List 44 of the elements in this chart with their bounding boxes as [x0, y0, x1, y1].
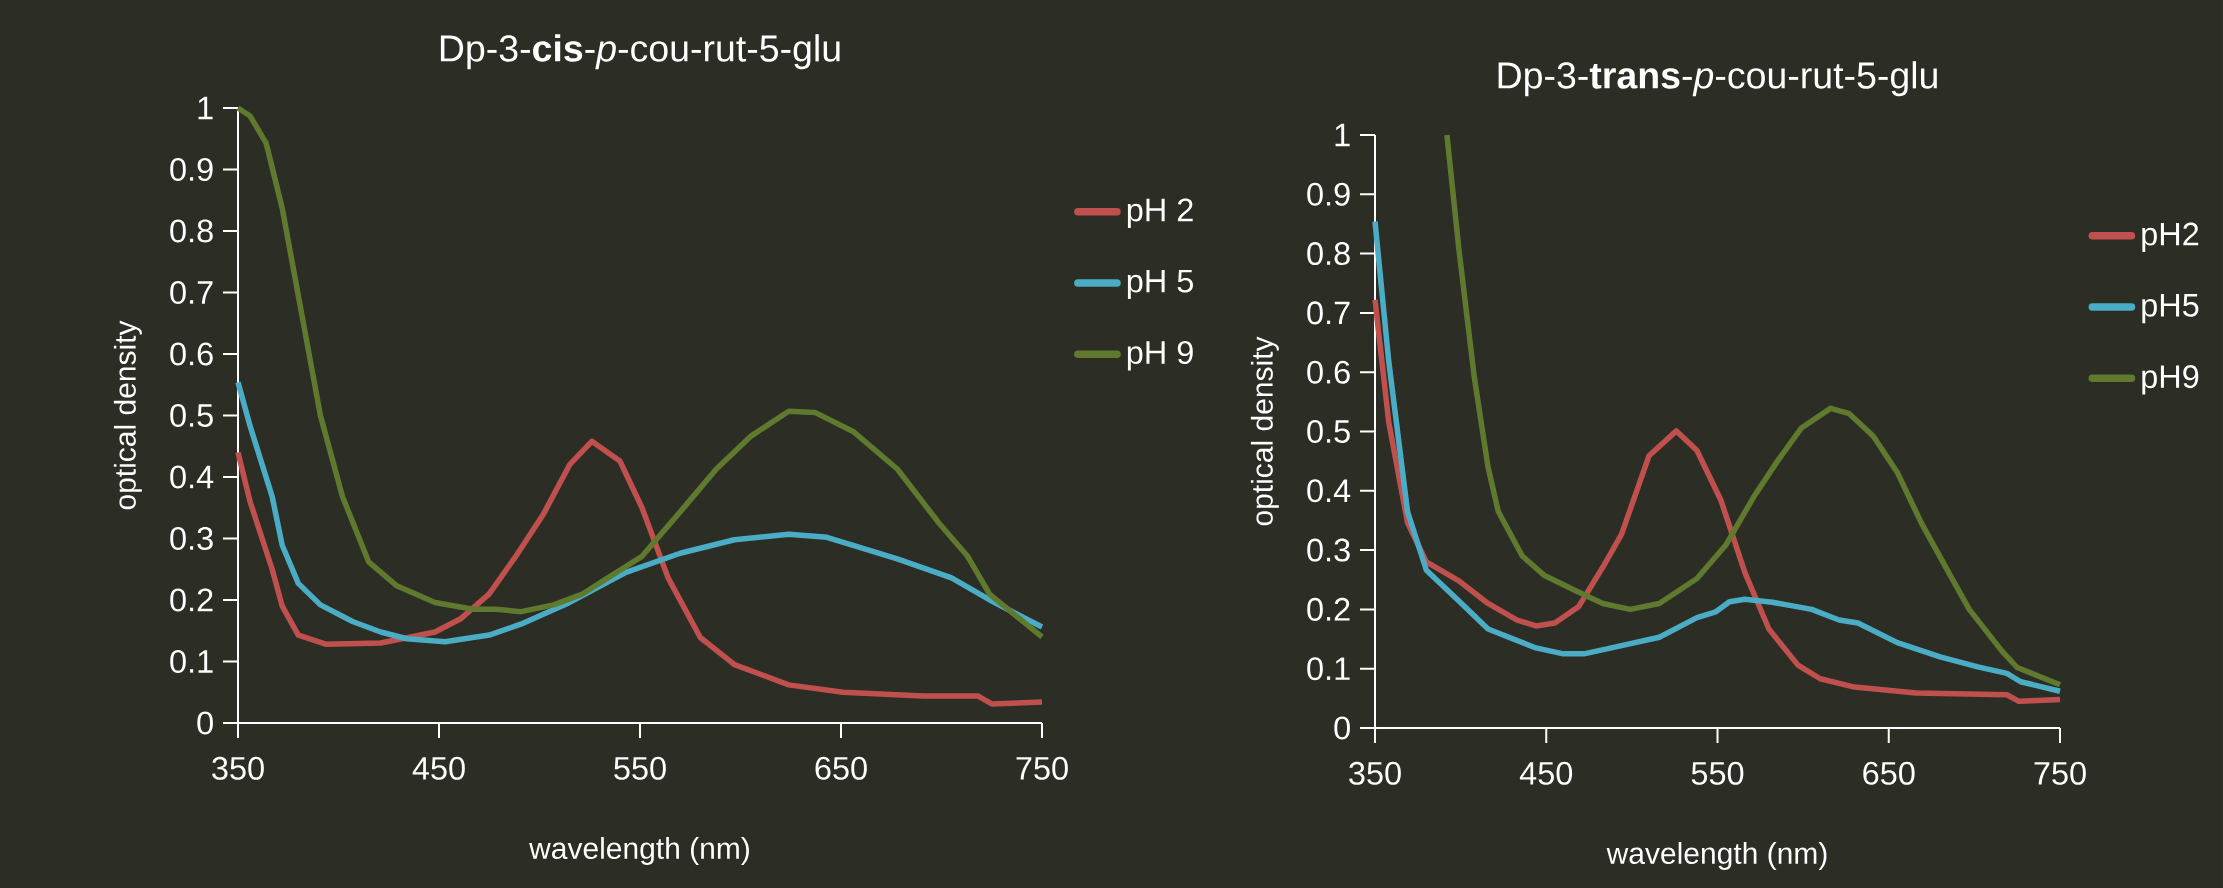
y-axis-title: optical density	[1250, 336, 1279, 526]
y-tick-label: 0.8	[170, 219, 213, 243]
y-tick-label: 0.8	[1307, 242, 1350, 266]
y-tick-label: 0.4	[1307, 479, 1351, 503]
x-tick-label: 450	[412, 756, 465, 780]
y-tick-label: 0.9	[1307, 182, 1350, 206]
x-tick-label: 450	[1519, 761, 1573, 785]
x-axis-title: wavelength (nm)	[529, 837, 749, 865]
y-tick-label: 0.4	[170, 465, 214, 489]
x-tick-label: 550	[1691, 761, 1744, 785]
y-tick-label: 0.5	[170, 403, 213, 427]
y-axis-title: optical density	[113, 320, 142, 510]
y-tick-label: 0.7	[170, 280, 213, 304]
y-tick-label: 0.1	[1307, 657, 1350, 681]
y-tick-label: 0.3	[170, 526, 213, 550]
y-tick-label: 1	[1335, 123, 1350, 147]
legend-label: pH 5	[1127, 269, 1193, 299]
x-tick-label: 350	[1349, 761, 1401, 785]
x-axis-title: wavelength (nm)	[1606, 842, 1827, 870]
x-tick-label: 650	[815, 756, 867, 780]
y-tick-label: 0.2	[170, 588, 213, 612]
y-tick-label: 0	[1334, 716, 1350, 740]
x-tick-label: 750	[2034, 761, 2086, 785]
y-tick-label: 0.6	[1307, 360, 1350, 384]
x-tick-label: 650	[1863, 761, 1915, 785]
x-tick-label: 550	[614, 756, 666, 780]
x-tick-label: 750	[1016, 756, 1068, 780]
y-tick-label: 0.1	[170, 649, 213, 673]
y-tick-label: 0.6	[170, 342, 213, 366]
x-tick-label: 350	[212, 756, 264, 780]
y-tick-label: 0.7	[1307, 301, 1350, 325]
legend-label: pH2	[2142, 222, 2199, 253]
legend-label: pH 9	[1127, 340, 1193, 371]
chart-title: Dp-3-cis-p-cou-rut-5-glu	[440, 34, 840, 70]
legend-label: pH9	[2142, 365, 2199, 395]
legend-label: pH 2	[1127, 198, 1193, 228]
y-tick-label: 0	[197, 711, 213, 735]
y-tick-label: 0.5	[1307, 419, 1350, 443]
chart-title: Dp-3-trans-p-cou-rut-5-glu	[1498, 61, 1937, 97]
y-tick-label: 1	[198, 96, 213, 120]
legend-label: pH5	[2142, 294, 2199, 324]
y-tick-label: 0.2	[1307, 597, 1350, 621]
y-tick-label: 0.9	[170, 157, 213, 181]
y-tick-label: 0.3	[1307, 538, 1350, 562]
